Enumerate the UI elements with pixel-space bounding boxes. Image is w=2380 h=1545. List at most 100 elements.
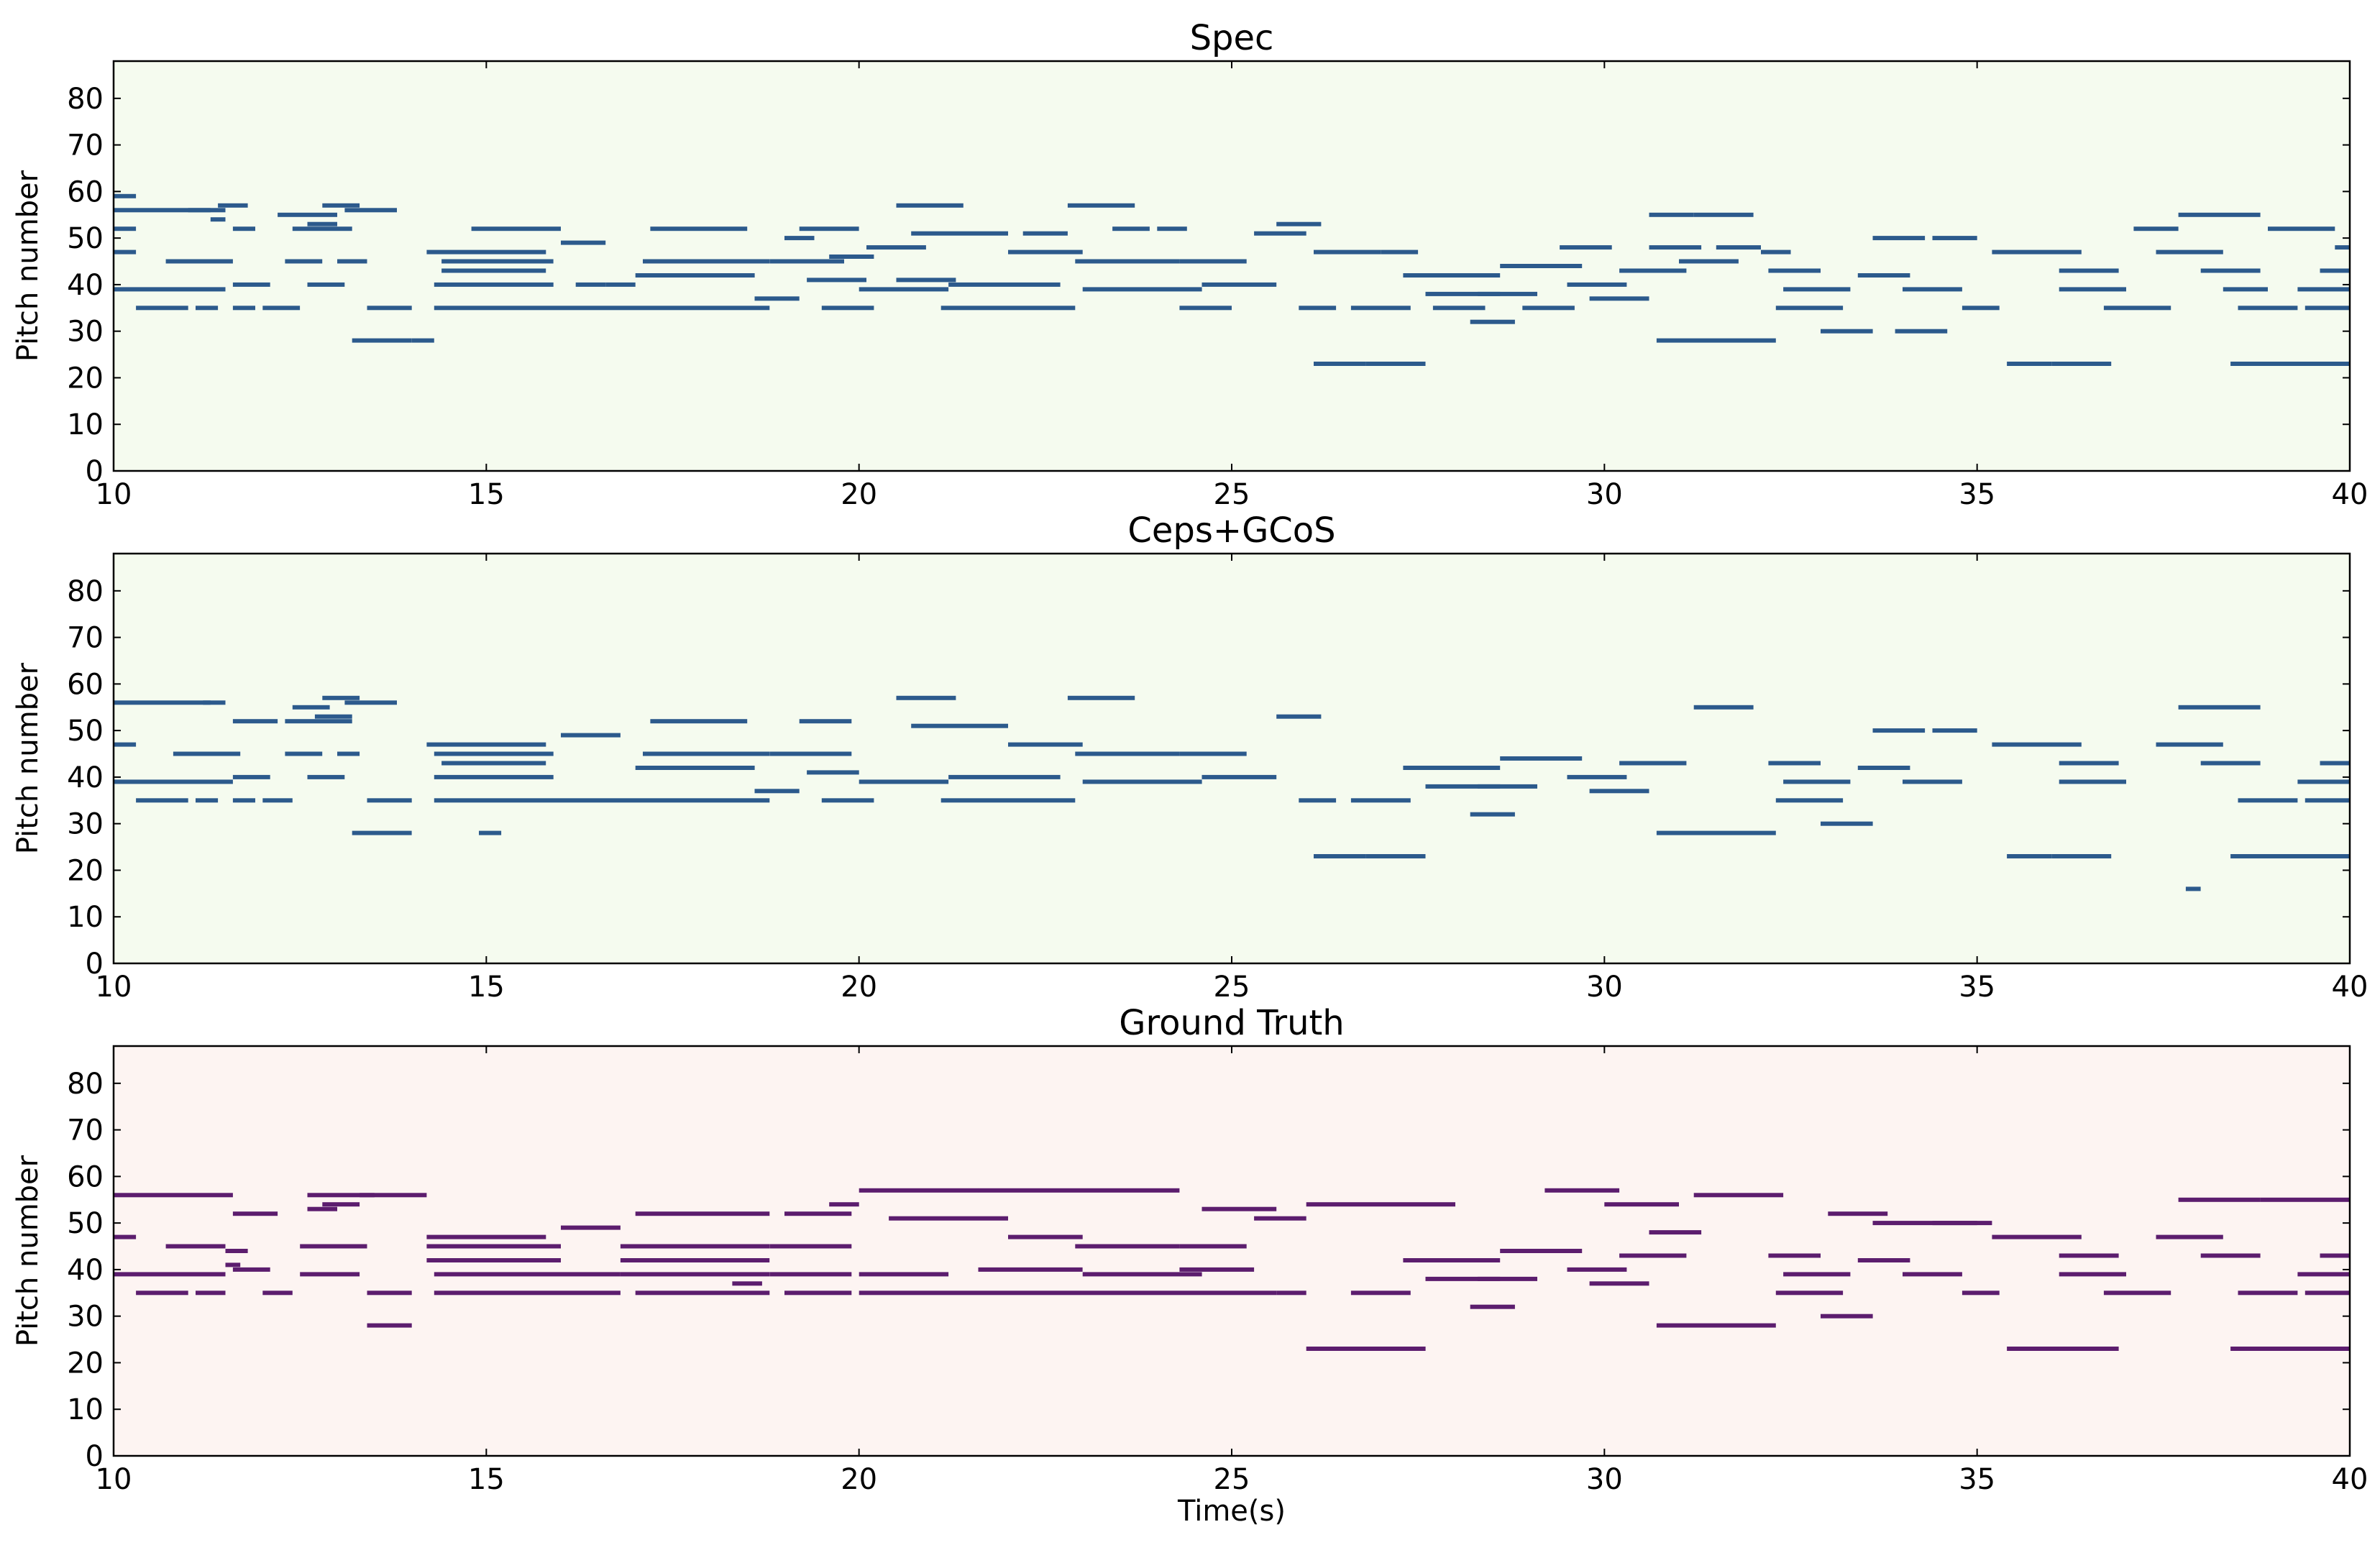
note-bar-2-59 (1470, 1304, 1515, 1309)
note-bar-1-52 (1403, 766, 1501, 770)
note-bar-0-7 (232, 306, 255, 311)
note-bar-1-10 (262, 798, 293, 803)
note-bar-0-109 (2238, 306, 2298, 311)
panel-title-0: Spec (1190, 18, 1274, 58)
y-tick-label-2-3: 30 (67, 1301, 104, 1334)
note-bar-1-70 (1992, 742, 2082, 747)
note-bar-1-35 (821, 798, 874, 803)
y-tick-label-0-0: 0 (86, 455, 104, 488)
note-bar-2-82 (2059, 1272, 2126, 1277)
note-bar-0-39 (769, 259, 844, 264)
note-bar-0-111 (2230, 362, 2350, 366)
note-bar-1-63 (1783, 779, 1851, 784)
note-bar-0-29 (441, 268, 546, 273)
x-tick-label-1-2: 20 (841, 971, 877, 1004)
note-bar-0-2 (114, 226, 137, 231)
note-bar-1-19 (367, 798, 412, 803)
note-bar-2-21 (426, 1258, 561, 1262)
note-bar-2-39 (859, 1272, 949, 1277)
note-bar-2-50 (1202, 1206, 1277, 1211)
note-bar-0-35 (650, 226, 748, 231)
note-bar-0-98 (1992, 249, 2082, 255)
note-bar-2-42 (978, 1267, 1083, 1272)
note-bar-1-59 (1619, 761, 1687, 766)
note-bar-2-69 (1768, 1253, 1821, 1258)
note-bar-1-39 (948, 774, 1061, 779)
note-bar-1-77 (2200, 761, 2261, 766)
note-bar-2-25 (561, 1272, 621, 1277)
note-bar-1-78 (2238, 798, 2298, 803)
note-bar-0-79 (1589, 296, 1649, 301)
note-bar-0-33 (605, 282, 636, 287)
x-tick-label-0-4: 30 (1586, 478, 1623, 511)
note-bar-0-32 (575, 282, 606, 287)
note-bar-1-50 (1365, 854, 1426, 858)
note-bar-0-72 (1425, 291, 1501, 296)
note-bar-0-94 (1895, 329, 1948, 334)
note-bar-0-20 (285, 259, 323, 264)
note-bar-2-78 (1962, 1290, 2000, 1296)
note-bar-1-28 (650, 719, 748, 724)
note-bar-0-96 (1932, 236, 1977, 241)
note-bar-1-57 (1567, 774, 1627, 779)
note-bar-2-40 (859, 1290, 1008, 1296)
note-bar-0-90 (1775, 306, 1844, 311)
note-bar-0-31 (434, 306, 770, 311)
y-tick-label-1-5: 50 (67, 715, 104, 748)
note-bar-1-37 (896, 695, 956, 700)
note-bar-2-52 (1276, 1290, 1306, 1296)
note-bar-2-29 (620, 1258, 770, 1262)
note-bar-0-45 (866, 245, 926, 250)
note-bar-0-113 (2297, 287, 2350, 292)
note-bar-0-21 (307, 282, 345, 287)
note-bar-1-21 (426, 742, 546, 747)
y-tick-label-1-6: 60 (67, 668, 104, 701)
note-bar-1-47 (1276, 714, 1322, 719)
note-bar-2-49 (1179, 1267, 1255, 1272)
note-bar-0-28 (434, 282, 554, 287)
note-bar-1-25 (434, 798, 770, 803)
note-bar-1-22 (434, 751, 554, 756)
note-bar-1-40 (940, 798, 1076, 803)
note-bar-2-48 (1179, 1244, 1247, 1249)
note-bar-1-9 (232, 798, 255, 803)
note-bar-0-3 (114, 249, 137, 255)
y-tick-label-0-3: 30 (67, 316, 104, 349)
note-bar-0-51 (940, 306, 1076, 311)
y-tick-label-1-0: 0 (86, 948, 104, 981)
note-bar-0-91 (1821, 329, 1873, 334)
y-tick-label-1-8: 80 (67, 575, 104, 608)
note-bar-1-48 (1299, 798, 1337, 803)
note-bar-1-20 (352, 830, 412, 835)
note-bar-0-100 (2051, 362, 2112, 366)
note-bar-0-67 (1365, 362, 1426, 366)
note-bar-2-79 (1992, 1234, 2082, 1239)
note-bar-1-27 (561, 733, 621, 738)
note-bar-2-37 (829, 1202, 859, 1207)
note-bar-2-70 (1783, 1272, 1851, 1277)
x-tick-label-2-0: 10 (96, 1463, 132, 1496)
note-bar-2-90 (2297, 1272, 2350, 1277)
note-bar-2-27 (635, 1211, 770, 1216)
note-bar-0-74 (1470, 319, 1515, 324)
note-bar-1-75 (2156, 742, 2223, 747)
note-bar-2-75 (1857, 1258, 1910, 1262)
note-bar-1-13 (314, 714, 352, 719)
note-bar-0-44 (821, 306, 874, 311)
note-bar-0-24 (352, 338, 412, 343)
note-bar-1-67 (1857, 766, 1910, 770)
note-bar-0-27 (441, 259, 554, 264)
note-bar-1-80 (2305, 798, 2350, 803)
note-bar-2-80 (2007, 1347, 2119, 1351)
note-bar-2-1 (114, 1234, 137, 1239)
note-bar-1-56 (1500, 756, 1583, 761)
note-bar-1-53 (1425, 784, 1501, 789)
y-tick-label-2-6: 60 (67, 1160, 104, 1193)
note-bar-0-38 (754, 296, 800, 301)
note-bar-1-58 (1589, 789, 1649, 794)
note-bar-0-36 (643, 259, 770, 264)
note-bar-0-101 (2059, 268, 2119, 273)
note-bar-0-85 (1656, 338, 1776, 343)
note-bar-0-57 (1112, 226, 1150, 231)
note-bar-0-37 (635, 273, 755, 278)
